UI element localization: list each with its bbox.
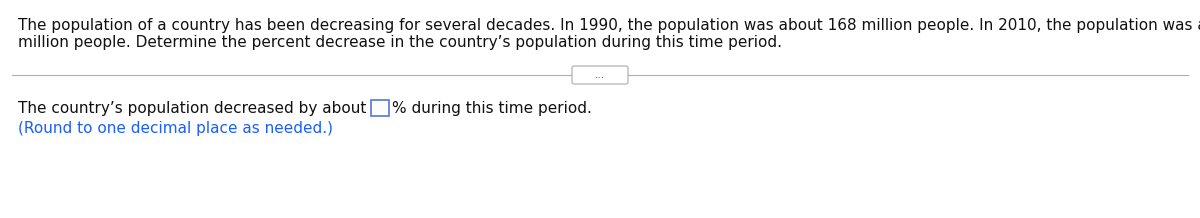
Text: % during this time period.: % during this time period.	[392, 100, 592, 116]
Text: ...: ...	[595, 70, 605, 80]
FancyBboxPatch shape	[572, 66, 628, 84]
Text: million people. Determine the percent decrease in the country’s population durin: million people. Determine the percent de…	[18, 35, 782, 50]
Text: (Round to one decimal place as needed.): (Round to one decimal place as needed.)	[18, 121, 334, 136]
Text: The population of a country has been decreasing for several decades. In 1990, th: The population of a country has been dec…	[18, 18, 1200, 33]
FancyBboxPatch shape	[371, 100, 389, 116]
Text: The country’s population decreased by about: The country’s population decreased by ab…	[18, 100, 371, 116]
